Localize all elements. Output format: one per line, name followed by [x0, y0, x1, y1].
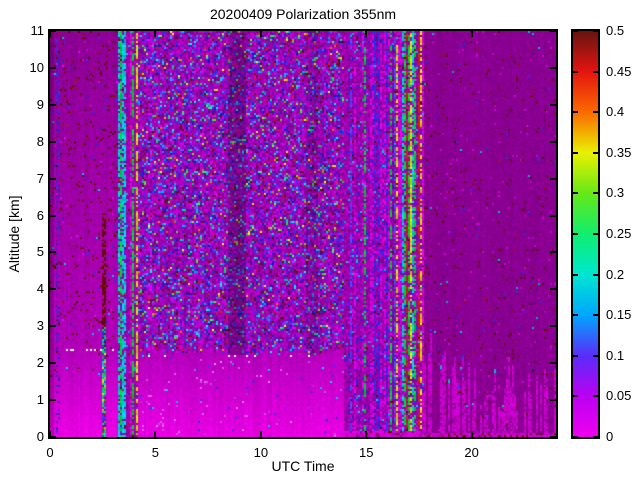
colorbar-tick-right [593, 314, 598, 317]
y-tick-right [550, 30, 556, 32]
y-tick-right [550, 436, 556, 438]
y-tick-label: 6 [36, 207, 44, 223]
colorbar-tick-left [573, 111, 578, 114]
colorbar-tick-left [573, 192, 578, 195]
y-tick-label: 5 [36, 244, 44, 260]
x-tick-top [154, 31, 157, 37]
y-tick-right [550, 177, 556, 180]
colorbar-tick-left [573, 70, 578, 73]
colorbar-tick-left [573, 436, 578, 438]
colorbar-tick-right [593, 233, 598, 235]
y-tick-right [550, 251, 556, 254]
colorbar-tick-label: 0.3 [606, 185, 625, 201]
colorbar-tick-left [573, 30, 578, 32]
y-tick-left [50, 436, 56, 438]
colorbar-tick-right [593, 436, 598, 438]
y-tick-right [550, 103, 556, 106]
y-tick-label: 7 [36, 170, 44, 186]
colorbar-tick-right [593, 354, 598, 357]
y-tick-left [50, 325, 56, 328]
y-tick-left [50, 140, 56, 143]
plot-frame [48, 29, 558, 439]
colorbar-tick-label: 0.2 [606, 266, 625, 282]
y-tick-right [550, 214, 556, 217]
y-tick-right [550, 66, 556, 69]
x-tick-label: 15 [359, 445, 374, 460]
y-tick-label: 3 [36, 318, 44, 334]
colorbar-tick-right [593, 111, 598, 114]
x-tick-label: 20 [464, 445, 479, 460]
colorbar-tick-right [593, 70, 598, 73]
x-axis-label: UTC Time [271, 458, 335, 474]
x-tick-label: 0 [46, 445, 54, 460]
x-tick-bottom [470, 431, 473, 437]
y-tick-left [50, 362, 56, 365]
colorbar-tick-label: 0.25 [606, 226, 632, 241]
y-tick-left [50, 251, 56, 254]
chart-title: 20200409 Polarization 355nm [209, 6, 397, 22]
y-tick-label: 2 [36, 355, 44, 371]
x-tick-label: 10 [253, 445, 269, 460]
colorbar-tick-label: 0.4 [606, 104, 625, 120]
x-tick-bottom [154, 431, 157, 437]
y-tick-right [550, 362, 556, 365]
colorbar-tick-label: 0.15 [606, 307, 632, 323]
y-tick-label: 4 [36, 281, 44, 297]
y-tick-right [550, 140, 556, 143]
y-tick-left [50, 177, 56, 180]
y-tick-label: 1 [36, 392, 44, 408]
heatmap-canvas [50, 31, 556, 437]
y-tick-left [50, 66, 56, 69]
x-tick-top [365, 31, 368, 37]
colorbar-tick-right [593, 395, 598, 398]
y-tick-left [50, 103, 56, 106]
colorbar-tick-right [593, 192, 598, 195]
y-tick-label: 11 [30, 23, 45, 38]
x-tick-bottom [259, 431, 262, 437]
colorbar-tick-label: 0 [606, 429, 614, 444]
y-tick-left [50, 399, 56, 402]
x-tick-bottom [365, 431, 368, 437]
colorbar-tick-left [573, 273, 578, 276]
colorbar-frame [571, 29, 600, 439]
x-tick-top [49, 31, 51, 37]
colorbar-tick-label: 0.35 [606, 144, 632, 160]
y-tick-left [50, 30, 56, 32]
colorbar-tick-left [573, 233, 578, 235]
x-tick-label: 5 [151, 445, 160, 460]
colorbar-tick-right [593, 151, 598, 154]
colorbar-tick-right [593, 30, 598, 32]
colorbar-tick-left [573, 314, 578, 317]
y-tick-label: 9 [36, 96, 44, 112]
y-tick-label: 10 [29, 59, 44, 75]
colorbar-tick-left [573, 354, 578, 357]
y-tick-right [550, 399, 556, 402]
x-tick-top [470, 31, 473, 37]
colorbar-tick-label: 0.1 [606, 347, 625, 363]
colorbar-tick-label: 0.45 [606, 63, 632, 79]
y-tick-right [550, 288, 556, 291]
y-tick-right [550, 325, 556, 328]
x-tick-bottom [49, 431, 51, 437]
colorbar-tick-left [573, 151, 578, 154]
y-tick-label: 0 [36, 429, 44, 444]
colorbar-tick-label: 0.5 [606, 23, 625, 38]
y-tick-label: 8 [36, 133, 44, 149]
x-tick-top [259, 31, 262, 37]
colorbar-tick-label: 0.05 [606, 388, 632, 404]
colorbar-tick-left [573, 395, 578, 398]
y-tick-left [50, 288, 56, 291]
y-tick-left [50, 214, 56, 217]
colorbar-tick-right [593, 273, 598, 276]
